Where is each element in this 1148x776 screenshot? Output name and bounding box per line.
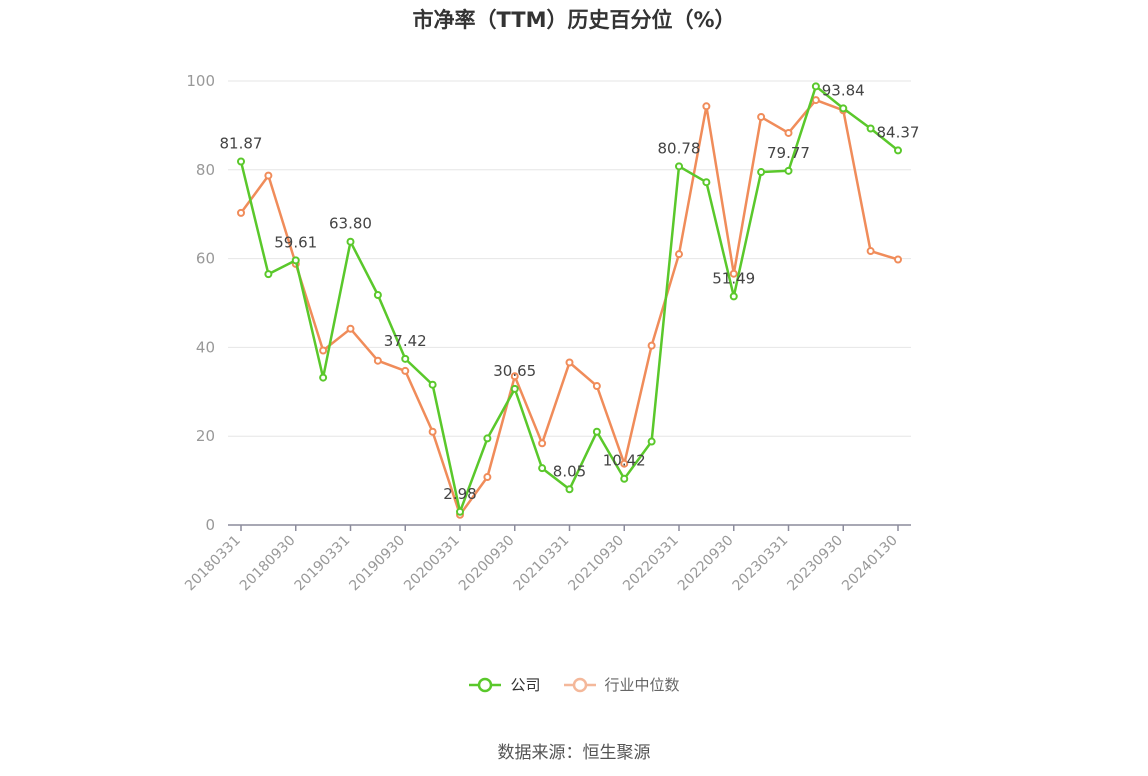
data-point-industry [757,112,766,121]
x-tick-label: 20220331 [620,533,682,595]
data-point-company [319,373,328,382]
data-label: 2.98 [443,485,476,503]
data-point-industry [483,473,492,482]
data-point-industry [373,356,382,365]
y-tick-label: 60 [196,250,215,268]
label-layer: 81.87 59.61 63.80 37.42 2.98 30.65 8.05 10.42 80… [220,81,920,502]
x-tick-label: 20200930 [456,533,518,595]
data-label: 63.80 [329,215,372,233]
data-point-industry [811,96,820,105]
data-label: 37.42 [384,332,427,350]
x-tick-label: 20210331 [511,533,573,595]
data-label: 59.61 [274,233,317,251]
data-point-company [510,384,519,393]
y-tick-label: 0 [205,516,215,534]
data-point-company [456,507,464,516]
data-label: 30.65 [493,362,536,380]
data-point-industry [894,255,902,264]
data-point-company [264,270,273,279]
data-label: 79.77 [767,144,810,162]
data-point-industry [784,128,793,137]
data-point-industry [565,358,574,367]
data-point-company [620,474,629,483]
x-tick-label: 20220930 [675,533,737,595]
data-point-industry [866,247,875,256]
data-point-industry [620,459,629,468]
data-point-company [538,464,547,473]
data-point-company [757,168,766,177]
legend-item-company[interactable]: 公司 [468,674,541,695]
legend: 公司 行业中位数 [0,674,1148,695]
y-tick-label: 100 [186,72,215,90]
data-point-company [866,124,875,133]
data-point-industry [538,439,547,448]
data-point-company [565,485,574,494]
data-label: 10.42 [603,452,646,470]
y-tick-label: 40 [196,338,215,356]
data-point-company [647,437,656,446]
y-tick-label: 80 [196,161,215,179]
data-point-industry [264,171,273,180]
chart-title: 市净率（TTM）历史百分位（%） [412,8,736,32]
legend-company-label: 公司 [510,676,541,694]
x-tick-label: 20180331 [182,533,244,595]
data-point-industry [729,269,738,278]
data-point-industry [401,366,410,375]
data-point-company [346,237,355,246]
data-source-note: 数据来源：恒生聚源 [497,743,651,763]
legend-industry-marker-icon [563,677,596,692]
data-point-company [675,162,683,171]
x-tick-label: 20230930 [784,533,846,595]
grid-layer [228,80,911,437]
legend-industry-label: 行业中位数 [604,676,680,694]
y-tick-label: 20 [196,427,215,445]
data-point-industry [346,324,355,333]
data-label: 84.37 [877,123,920,141]
data-point-company [702,178,711,187]
data-point-company [483,434,492,443]
data-label: 81.87 [220,134,263,152]
legend-company-marker-icon [469,677,502,692]
data-point-company [401,354,410,363]
data-point-industry [319,346,328,355]
data-point-company [811,82,820,91]
data-point-industry [237,208,245,217]
x-tick-label: 20180930 [237,533,299,595]
data-label: 93.84 [822,81,865,99]
data-point-company [373,291,382,300]
data-point-industry [428,427,437,436]
series-line-industry [239,98,899,517]
x-tick-label: 20230331 [730,533,792,595]
data-label: 8.05 [553,462,586,480]
legend-item-industry[interactable]: 行业中位数 [563,674,680,695]
data-point-industry [592,382,601,391]
x-tick-label: 20190930 [346,533,408,595]
data-point-company [894,146,902,155]
data-point-industry [510,372,519,381]
x-tick-label: 20210930 [565,533,627,595]
data-point-company [291,256,300,265]
data-point-company [237,157,245,166]
data-point-industry [702,102,711,111]
data-point-company [592,427,601,436]
data-point-industry [647,341,656,350]
x-tick-label: 20240130 [839,533,901,595]
x-tick-label: 20200331 [401,533,463,595]
data-point-company [839,104,848,113]
data-point-company [784,166,793,175]
x-tick-label: 20190331 [292,533,354,595]
data-label: 51.49 [712,269,755,287]
series-layer [237,82,902,519]
data-point-company [428,380,437,389]
data-point-company [729,292,738,301]
data-point-industry [675,250,683,259]
data-label: 80.78 [658,139,701,157]
